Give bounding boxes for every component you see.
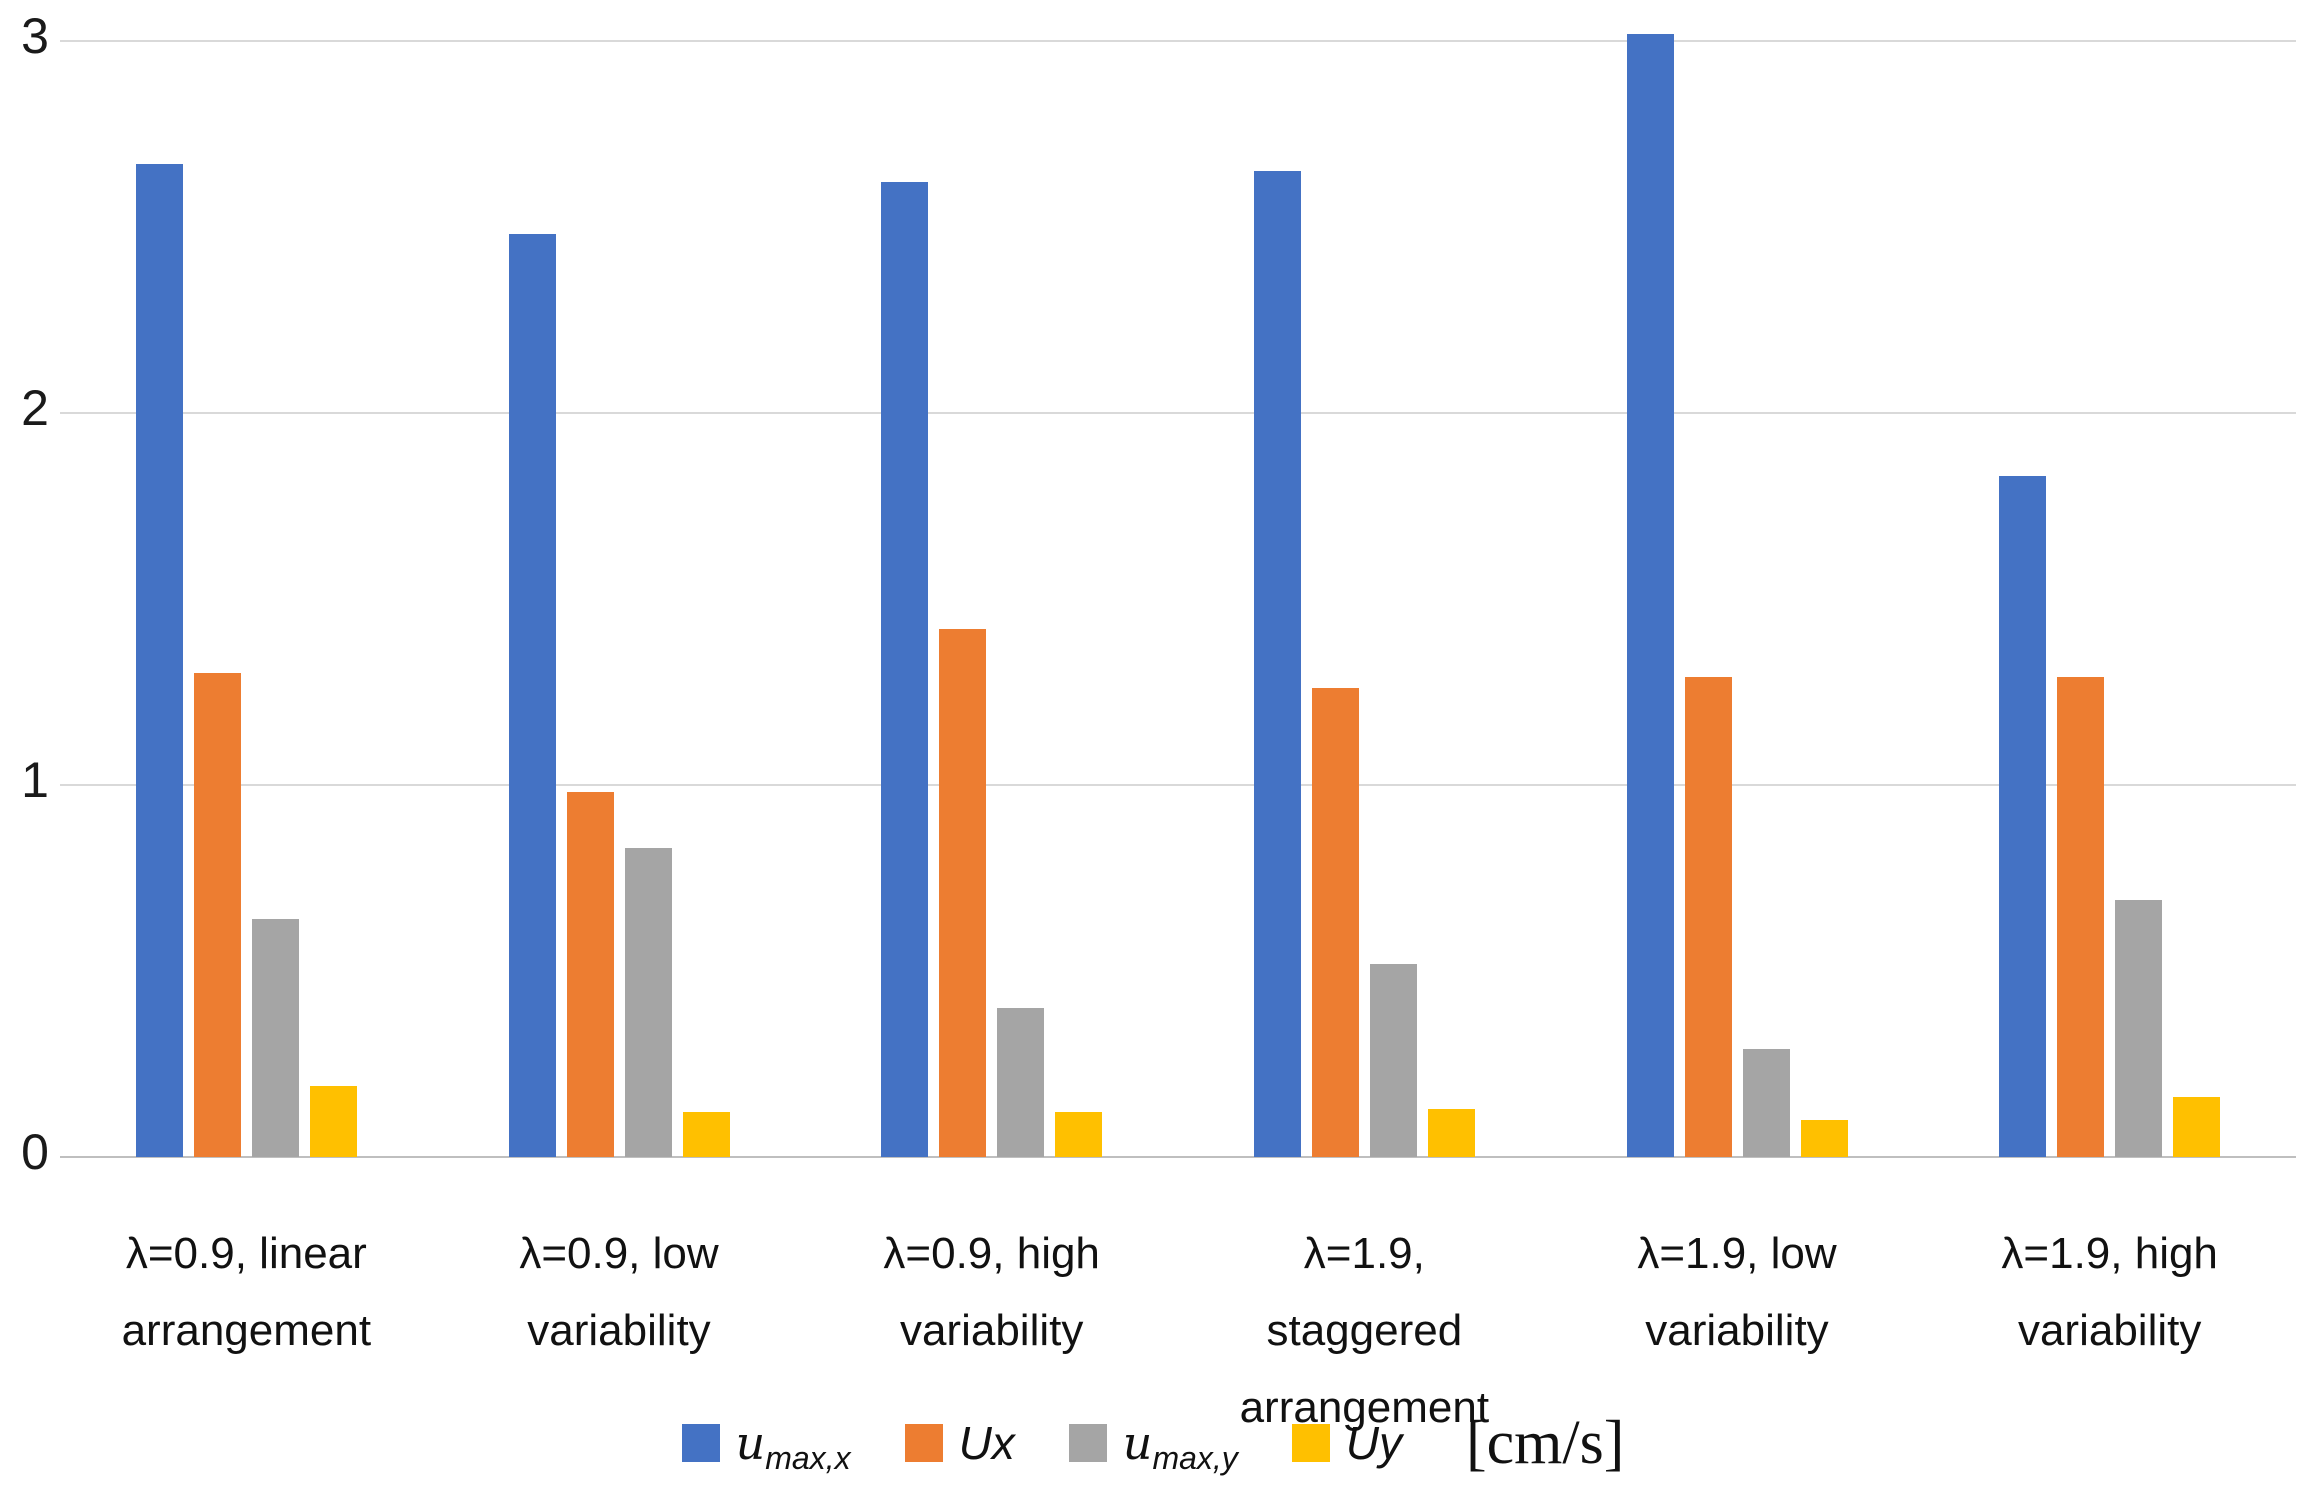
x-axis-line bbox=[60, 1156, 2296, 1158]
x-category-label-line: variability bbox=[1645, 1306, 1829, 1355]
x-category-label-line: λ=0.9, low bbox=[519, 1229, 719, 1278]
x-category-label-line: λ=0.9, high bbox=[883, 1229, 1100, 1278]
legend-swatch-icon bbox=[904, 1424, 943, 1462]
bar-u_max,y-category3 bbox=[997, 1008, 1045, 1157]
legend-label-base: u bbox=[735, 1416, 766, 1470]
gridline-y1 bbox=[60, 784, 2296, 786]
x-category-label-line: variability bbox=[2017, 1306, 2202, 1355]
legend-swatch-icon bbox=[1068, 1424, 1107, 1462]
y-tick-label-3: 3 bbox=[21, 8, 49, 64]
legend-label: umax,y bbox=[1122, 1416, 1238, 1474]
bar-u_max,x-category4 bbox=[1253, 171, 1301, 1157]
legend-label-base: Ux bbox=[958, 1417, 1015, 1469]
bar-u_max,x-category5 bbox=[1626, 33, 1674, 1157]
y-tick-label-2: 2 bbox=[21, 380, 49, 436]
y-tick-label-1: 1 bbox=[21, 752, 49, 808]
bar-Ux-category1 bbox=[193, 673, 241, 1157]
x-category-label-1: λ=0.9, linear arrangement bbox=[60, 1215, 433, 1369]
bar-Ux-category6 bbox=[2057, 677, 2105, 1157]
legend-label: Uy bbox=[1346, 1416, 1402, 1470]
legend-item-Ux: Ux bbox=[904, 1416, 1015, 1470]
legend-swatch-icon bbox=[1291, 1424, 1330, 1462]
x-category-label-line: λ=0.9, linear bbox=[125, 1229, 367, 1278]
bar-Ux-category5 bbox=[1684, 677, 1732, 1157]
bar-u_max,x-category6 bbox=[1999, 476, 2047, 1157]
x-category-label-4: λ=1.9, staggered arrangement bbox=[1178, 1215, 1551, 1446]
bar-u_max,y-category2 bbox=[624, 848, 672, 1157]
x-category-label-line: variability bbox=[899, 1306, 1084, 1355]
legend-label-base: Uy bbox=[1345, 1417, 1403, 1469]
x-category-label-5: λ=1.9, low variability bbox=[1551, 1215, 1924, 1369]
x-category-label-3: λ=0.9, high variability bbox=[805, 1215, 1178, 1369]
legend-label: Ux bbox=[959, 1416, 1015, 1470]
bar-u_max,y-category1 bbox=[251, 918, 299, 1157]
bar-Uy-category5 bbox=[1800, 1119, 1848, 1157]
bar-Uy-category6 bbox=[2173, 1097, 2221, 1157]
bar-Ux-category3 bbox=[939, 628, 987, 1157]
chart-legend: umax,x Ux umax,y Uy [cm/s] bbox=[0, 1398, 2306, 1488]
bar-Uy-category2 bbox=[682, 1112, 730, 1157]
bar-Ux-category4 bbox=[1311, 688, 1359, 1157]
legend-item-u_max,x: umax,x bbox=[681, 1416, 851, 1474]
legend-item-u_max,y: umax,y bbox=[1068, 1416, 1238, 1474]
bar-Uy-category1 bbox=[309, 1086, 357, 1157]
gridline-y2 bbox=[60, 412, 2296, 414]
bar-u_max,y-category4 bbox=[1369, 963, 1417, 1157]
x-category-label-line: λ=1.9, bbox=[1303, 1229, 1425, 1278]
legend-label: umax,x bbox=[735, 1416, 851, 1474]
legend-label-subscript: max,x bbox=[765, 1440, 851, 1477]
bar-u_max,x-category3 bbox=[881, 182, 929, 1157]
x-category-label-line: arrangement bbox=[1239, 1383, 1490, 1432]
x-category-label-line: arrangement bbox=[121, 1306, 372, 1355]
y-tick-label-0: 0 bbox=[21, 1124, 49, 1180]
bar-u_max,x-category2 bbox=[508, 234, 556, 1157]
x-category-label-line: λ=1.9, low bbox=[1637, 1229, 1837, 1278]
legend-swatch-icon bbox=[681, 1424, 720, 1462]
bar-u_max,y-category5 bbox=[1742, 1049, 1790, 1157]
legend-label-base: u bbox=[1122, 1416, 1153, 1470]
bar-u_max,x-category1 bbox=[135, 163, 183, 1157]
x-category-label-line: λ=1.9, high bbox=[2001, 1229, 2218, 1278]
bar-Ux-category2 bbox=[566, 792, 614, 1157]
x-category-label-6: λ=1.9, high variability bbox=[1923, 1215, 2296, 1369]
legend-label-subscript: max,y bbox=[1152, 1440, 1238, 1477]
bar-Uy-category3 bbox=[1055, 1112, 1103, 1157]
x-category-label-2: λ=0.9, low variability bbox=[433, 1215, 806, 1369]
x-category-label-line: staggered bbox=[1266, 1306, 1463, 1355]
bar-u_max,y-category6 bbox=[2115, 900, 2163, 1157]
x-category-label-line: variability bbox=[527, 1306, 711, 1355]
gridline-y3 bbox=[60, 40, 2296, 42]
legend-item-Uy: Uy bbox=[1291, 1416, 1402, 1470]
bar-Uy-category4 bbox=[1427, 1108, 1475, 1157]
unit-label: [cm/s] bbox=[1466, 1408, 1625, 1477]
